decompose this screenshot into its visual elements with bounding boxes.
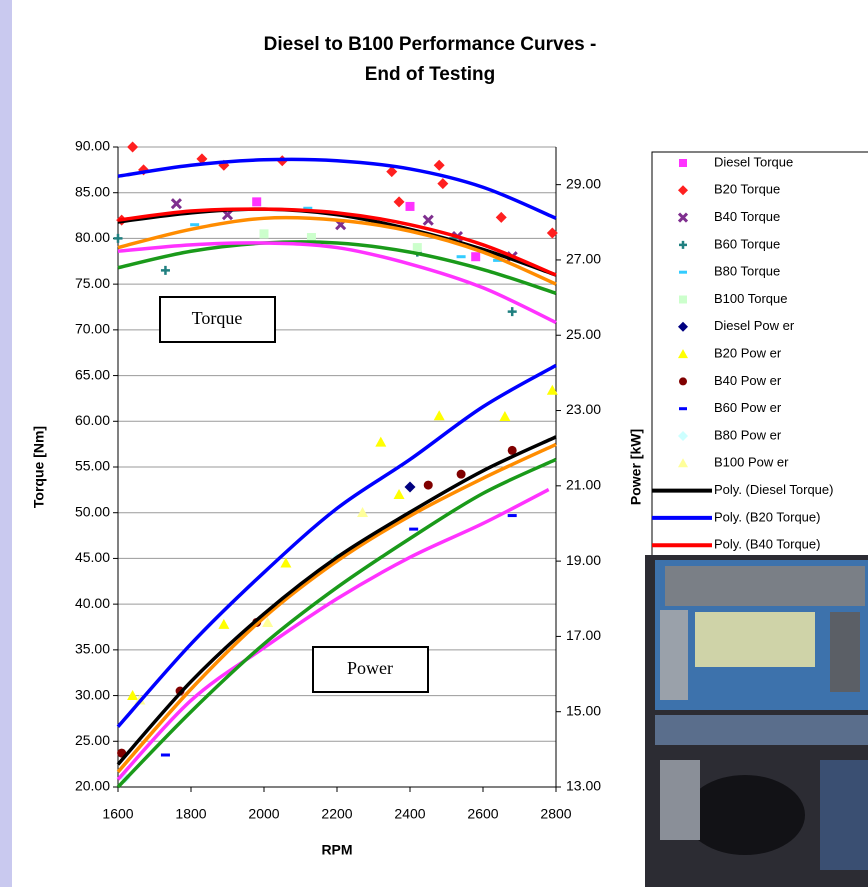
legend-label: B80 Pow er: [714, 427, 782, 442]
x-tick-label: 1600: [102, 806, 133, 822]
marker: [679, 271, 687, 274]
y2-tick-label: 19.00: [566, 552, 601, 568]
photo: [645, 555, 868, 887]
y-tick-label: 70.00: [75, 321, 110, 337]
slide: Diesel to B100 Performance Curves - End …: [0, 0, 868, 887]
marker: [161, 754, 170, 757]
y2-tick-label: 25.00: [566, 326, 601, 342]
x-tick-label: 2800: [540, 806, 571, 822]
y2-tick-label: 23.00: [566, 401, 601, 417]
y2-tick-label: 29.00: [566, 175, 601, 191]
x-tick-label: 2600: [467, 806, 498, 822]
y-tick-label: 30.00: [75, 686, 110, 702]
x-tick-label: 2400: [394, 806, 425, 822]
marker: [190, 223, 199, 226]
marker: [252, 197, 261, 206]
marker: [409, 528, 418, 531]
legend-label: Poly. (Diesel Torque): [714, 482, 833, 497]
marker: [413, 243, 422, 252]
y-tick-label: 60.00: [75, 412, 110, 428]
y2-tick-label: 27.00: [566, 251, 601, 267]
y-tick-label: 75.00: [75, 275, 110, 291]
y-tick-label: 80.00: [75, 229, 110, 245]
y-tick-label: 85.00: [75, 183, 110, 199]
y2-axis-title: Power [kW]: [628, 429, 644, 505]
y-tick-label: 45.00: [75, 549, 110, 565]
marker: [471, 252, 480, 261]
marker: [679, 296, 687, 304]
legend-label: Diesel Torque: [714, 154, 793, 169]
y-tick-label: 20.00: [75, 778, 110, 794]
annotation: Power: [347, 658, 393, 678]
marker: [508, 514, 517, 517]
y-tick-label: 65.00: [75, 366, 110, 382]
y2-tick-label: 13.00: [566, 778, 601, 794]
x-axis-title: RPM: [321, 842, 352, 858]
y-tick-label: 25.00: [75, 732, 110, 748]
legend-label: B40 Pow er: [714, 373, 782, 388]
marker: [679, 377, 687, 385]
chart-title: End of Testing: [365, 64, 496, 85]
y2-tick-label: 17.00: [566, 627, 601, 643]
legend-label: B60 Torque: [714, 236, 780, 251]
legend-label: Poly. (B20 Torque): [714, 509, 820, 524]
y-tick-label: 55.00: [75, 458, 110, 474]
x-tick-label: 2000: [248, 806, 279, 822]
legend-label: B20 Torque: [714, 182, 780, 197]
y-tick-label: 90.00: [75, 138, 110, 154]
chart-title: Diesel to B100 Performance Curves -: [264, 34, 597, 55]
legend-label: B60 Pow er: [714, 400, 782, 415]
legend-label: B40 Torque: [714, 209, 780, 224]
legend-label: Diesel Pow er: [714, 318, 795, 333]
y-tick-label: 35.00: [75, 641, 110, 657]
marker: [406, 202, 415, 211]
marker: [457, 470, 466, 479]
marker: [679, 159, 687, 167]
legend-label: Poly. (B40 Torque): [714, 537, 820, 552]
legend-label: B80 Torque: [714, 264, 780, 279]
legend-label: B20 Pow er: [714, 346, 782, 361]
legend-label: B100 Pow er: [714, 455, 789, 470]
marker: [457, 255, 466, 258]
y-tick-label: 50.00: [75, 503, 110, 519]
x-tick-label: 1800: [175, 806, 206, 822]
marker: [424, 481, 433, 490]
marker: [260, 229, 269, 238]
legend-label: B100 Torque: [714, 291, 788, 306]
y2-tick-label: 15.00: [566, 702, 601, 718]
y-tick-label: 40.00: [75, 595, 110, 611]
y2-tick-label: 21.00: [566, 477, 601, 493]
marker: [679, 407, 687, 410]
x-tick-label: 2200: [321, 806, 352, 822]
annotation: Torque: [192, 308, 243, 328]
y-axis-title: Torque [Nm]: [31, 426, 47, 508]
